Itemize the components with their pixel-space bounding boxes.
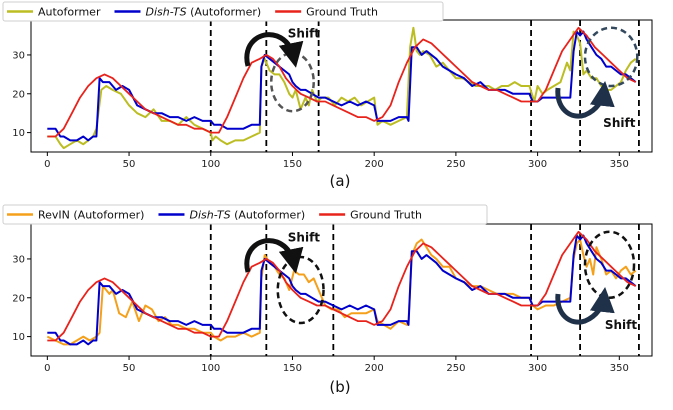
- y-tick-label-b-2: 30: [12, 254, 25, 265]
- series-line-a-2: [47, 26, 637, 138]
- axis-ticks-a: 0 50 100 150 200 250 300 350 10 20 30: [12, 50, 629, 170]
- x-tick-label-a-5: 250: [446, 159, 465, 170]
- caption-a: (a): [330, 172, 351, 190]
- y-tick-label-b-0: 10: [12, 332, 25, 343]
- shift-circle-b-0: [276, 255, 325, 325]
- shift-arrow-bottom-a: [555, 81, 615, 119]
- legend-label-a-0: Autoformer: [38, 6, 101, 19]
- shift-arrow-bottom-b: [555, 287, 615, 325]
- legend-label-b-1: Dish-TS (Autoformer): [189, 209, 305, 222]
- legend-b: RevIN (Autoformer) Dish-TS (Autoformer) Gr…: [2, 204, 488, 225]
- x-tick-label-b-1: 50: [123, 363, 136, 374]
- y-tick-label-a-2: 30: [12, 50, 25, 61]
- shift-arrow-top-a: [244, 32, 304, 68]
- series-lines-a: [47, 26, 637, 150]
- series-lines-b: [46, 230, 637, 346]
- x-tick-label-a-7: 350: [610, 159, 629, 170]
- x-tick-label-a-6: 300: [528, 159, 547, 170]
- x-tick-label-b-5: 250: [446, 363, 465, 374]
- x-tick-label-a-4: 200: [365, 159, 384, 170]
- series-line-b-2: [47, 230, 637, 342]
- caption-b: (b): [329, 378, 350, 396]
- x-tick-label-b-0: 0: [44, 363, 50, 374]
- x-tick-label-b-2: 100: [201, 363, 220, 374]
- y-tick-label-a-1: 20: [12, 89, 25, 100]
- shift-label-a-1: Shift: [603, 116, 636, 130]
- panel-b: Shift Shift 0 50 100 150 200 250 300 350 10 20 30 R…: [2, 204, 653, 396]
- x-tick-label-a-2: 100: [201, 159, 220, 170]
- y-tick-label-b-1: 20: [12, 293, 25, 304]
- axis-ticks-b: 0 50 100 150 200 250 300 350 10 20 30: [12, 254, 629, 374]
- legend-label-b-0: RevIN (Autoformer): [38, 209, 144, 222]
- shift-label-b-0: Shift: [288, 230, 321, 244]
- x-tick-label-b-6: 300: [528, 363, 547, 374]
- shift-label-b-1: Shift: [605, 318, 638, 332]
- y-tick-label-a-0: 10: [12, 128, 25, 139]
- x-tick-label-b-4: 200: [365, 363, 384, 374]
- panel-a: Shift Shift 0 50 100 150 200 250 300 350 10 20 30 A…: [2, 1, 653, 190]
- x-tick-label-a-3: 150: [283, 159, 302, 170]
- x-tick-label-a-1: 50: [123, 159, 136, 170]
- legend-label-a-1: Dish-TS (Autoformer): [145, 6, 261, 19]
- shift-label-a-0: Shift: [288, 26, 321, 40]
- divider-lines-b: [209, 224, 640, 356]
- x-tick-label-b-7: 350: [610, 363, 629, 374]
- shift-circle-a-1: [583, 26, 639, 88]
- legend-a: Autoformer Dish-TS (Autoformer) Ground Tru…: [2, 1, 444, 22]
- shift-circle-a-0: [269, 51, 315, 113]
- x-tick-label-b-3: 150: [283, 363, 302, 374]
- shift-arrows-a: [244, 32, 615, 119]
- annotations-a: Shift Shift: [288, 26, 636, 129]
- legend-label-b-2: Ground Truth: [350, 209, 422, 222]
- shift-arrow-top-b: [244, 238, 304, 274]
- shift-arrows-b: [244, 238, 615, 325]
- legend-label-a-2: Ground Truth: [306, 6, 378, 19]
- x-tick-label-a-0: 0: [44, 159, 50, 170]
- annotations-b: Shift Shift: [288, 230, 638, 331]
